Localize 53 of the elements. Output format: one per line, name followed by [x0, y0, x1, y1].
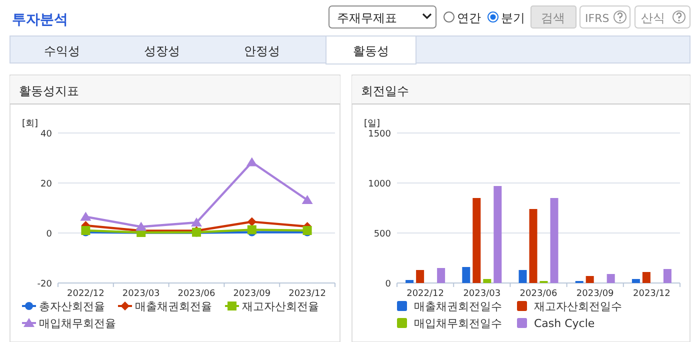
bar — [406, 280, 414, 283]
y-tick-label: 0 — [46, 230, 52, 240]
bar — [483, 279, 492, 283]
point — [246, 157, 258, 166]
bar — [550, 198, 558, 283]
x-tick-label: 2023/06 — [520, 289, 558, 299]
x-tick-label: 2023/03 — [463, 289, 501, 299]
y-tick-label: 1500 — [368, 130, 392, 140]
y-tick-label: 1000 — [368, 180, 392, 190]
page-header: 투자분석 주재무제표 연간 분기 검색 IFRS 산식 수익성 성장성 안정성 활동성 — [10, 6, 690, 64]
point — [80, 212, 92, 221]
bar — [462, 267, 470, 283]
legend-label: 재고자산회전율 — [242, 300, 319, 313]
chart-title: 활동성지표 — [19, 84, 79, 98]
point — [136, 222, 147, 231]
legend-label: 매입채무회전일수 — [414, 317, 502, 330]
legend-label: 매입채무회전율 — [39, 317, 116, 330]
x-tick-label: 2023/03 — [122, 289, 160, 299]
y-tick-label: 0 — [385, 280, 392, 290]
chart-title: 회전일수 — [361, 84, 409, 98]
legend-label: 재고자산회전일수 — [534, 300, 622, 313]
point — [247, 217, 256, 226]
legend-label: 매출채권회전일수 — [414, 300, 502, 313]
legend-label: 매출채권회전율 — [135, 300, 212, 313]
point — [247, 225, 256, 234]
legend-label: 총자산회전율 — [39, 300, 105, 313]
x-tick-label: 2023/09 — [576, 289, 614, 299]
x-tick-label: 2023/12 — [288, 289, 326, 299]
bar — [632, 279, 640, 283]
bar — [642, 272, 650, 283]
bar — [663, 269, 672, 283]
x-tick-label: 2022/12 — [67, 289, 104, 299]
x-tick-label: 2023/12 — [633, 289, 670, 299]
bar — [529, 209, 538, 283]
y-axis-title: [회] — [22, 119, 38, 129]
y-axis-title: [일] — [364, 119, 380, 129]
point — [302, 195, 313, 204]
y-tick-label: -20 — [37, 280, 52, 290]
bar — [518, 270, 527, 283]
bar — [586, 276, 594, 283]
point — [191, 218, 202, 226]
x-tick-label: 2023/09 — [233, 289, 271, 299]
x-tick-label: 2023/06 — [178, 289, 216, 299]
x-tick-label: 2022/12 — [406, 289, 444, 299]
bar — [472, 198, 481, 283]
y-tick-label: 500 — [374, 230, 392, 240]
legend-label: Cash Cycle — [534, 317, 595, 330]
bar — [437, 268, 446, 283]
bar — [494, 186, 502, 283]
y-tick-label: 40 — [40, 130, 52, 140]
bar — [416, 270, 424, 283]
bar — [606, 274, 615, 283]
y-tick-label: 20 — [40, 180, 52, 190]
